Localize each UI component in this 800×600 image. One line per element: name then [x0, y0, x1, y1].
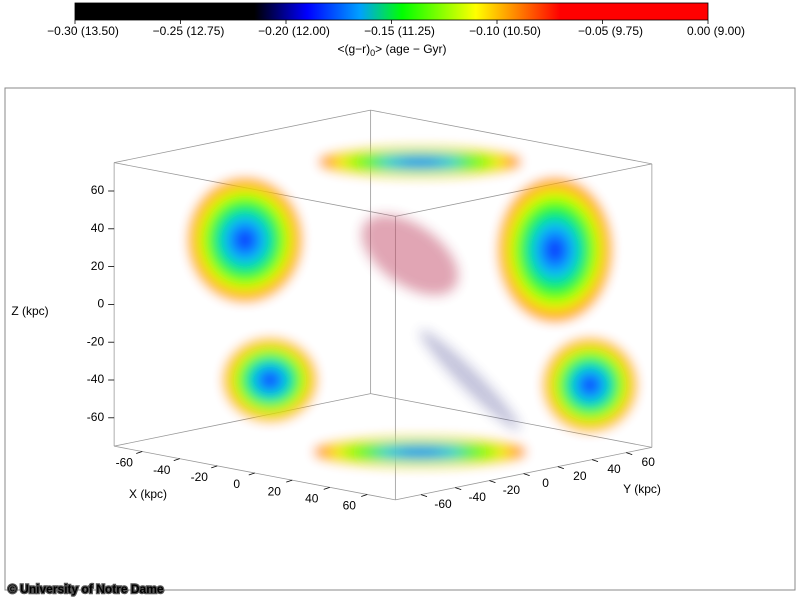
x-tick [286, 479, 293, 483]
left-lower-projection [225, 340, 315, 420]
x-tick [136, 451, 143, 454]
y-tick [455, 487, 462, 490]
x-tick [173, 458, 180, 462]
y-tick-label: 0 [542, 476, 549, 490]
x-tick-label: 20 [268, 484, 282, 498]
plot-frame [4, 87, 796, 591]
x-tick-label: -40 [153, 463, 171, 477]
x-axis-label: X (kpc) [129, 487, 167, 501]
z-tick-label: 20 [91, 259, 105, 273]
z-axis-label: Z (kpc) [11, 304, 48, 318]
colorbar-label-part: > (age − Gyr) [375, 42, 446, 56]
colorbar-tick-label: −0.05 (9.75) [578, 24, 643, 38]
right-lower-projection [545, 340, 635, 430]
x-tick-label: 0 [233, 477, 240, 491]
top-projection [320, 148, 520, 176]
x-tick-label: 60 [343, 499, 357, 513]
y-tick-label: 40 [607, 462, 621, 476]
y-tick-label: -60 [434, 497, 452, 511]
x-tick-label: -20 [191, 470, 209, 484]
y-tick-label: -20 [503, 483, 521, 497]
y-tick [523, 473, 530, 476]
box-edge [114, 393, 371, 447]
x-tick [361, 494, 368, 497]
colorbar-label: <(g−r)0> (age − Gyr) [337, 42, 446, 58]
colorbar-tick-label: −0.15 (11.25) [364, 24, 435, 38]
central-cloud [361, 215, 459, 295]
y-tick [557, 466, 564, 469]
z-tick-label: 60 [91, 183, 105, 197]
right-upper-projection [500, 180, 610, 320]
colorbar-tick-label: −0.30 (13.50) [47, 24, 119, 38]
y-tick [489, 480, 496, 483]
z-tick-label: -20 [87, 334, 105, 348]
colorbar-label-part: <(g−r) [337, 42, 370, 56]
x-tick [211, 465, 218, 469]
box-edge [370, 109, 652, 165]
x-tick-label: 40 [305, 491, 319, 505]
colorbar-tick-label: −0.10 (10.50) [469, 24, 541, 38]
z-tick-label: 40 [91, 221, 105, 235]
z-tick-label: -60 [87, 410, 105, 424]
y-axis-label: Y (kpc) [623, 482, 661, 496]
z-tick-label: -40 [87, 372, 105, 386]
projections [190, 148, 635, 466]
box-edge [114, 109, 371, 164]
x-tick-label: -60 [116, 456, 134, 470]
left-upper-projection [190, 180, 300, 300]
box-edge [395, 163, 652, 217]
y-tick [626, 452, 633, 455]
colorbar-tick-label: 0.00 (9.00) [687, 24, 745, 38]
y-tick-label: 60 [642, 455, 656, 469]
credit: © University of Notre Dame [8, 582, 164, 596]
colorbar [74, 2, 709, 21]
y-tick [591, 459, 599, 462]
colorbar-label-sub: 0 [370, 48, 375, 58]
x-tick [248, 472, 255, 476]
z-tick-label: 0 [97, 297, 104, 311]
y-tick [420, 494, 428, 497]
colorbar-tick-label: −0.20 (12.00) [258, 24, 330, 38]
y-tick-label: 20 [573, 469, 587, 483]
bottom-projection [315, 438, 525, 466]
central-cloud [420, 330, 520, 430]
colorbar-tick-label: −0.25 (12.75) [153, 24, 225, 38]
y-tick-label: -40 [469, 490, 487, 504]
x-tick [323, 486, 330, 490]
